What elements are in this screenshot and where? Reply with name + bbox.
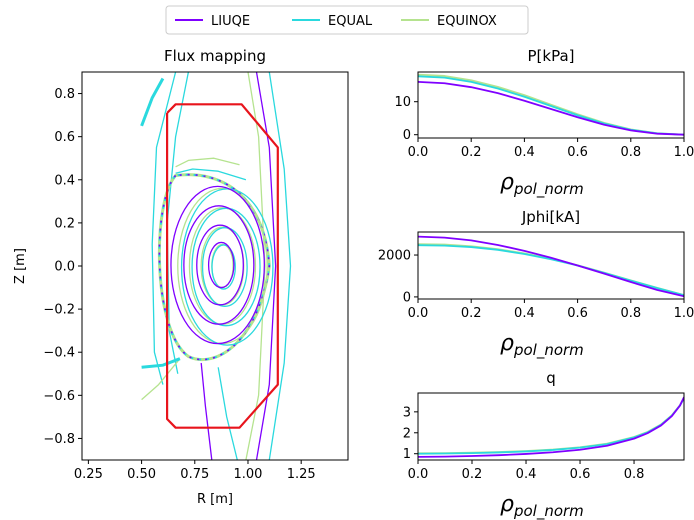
pressure-xlabel-symbol: ρ [500, 170, 514, 195]
pressure-xtick-label: 0.4 [514, 145, 535, 160]
flux-surface-2 [197, 225, 244, 305]
flux-contours [142, 72, 291, 460]
pressure-xtick-label: 1.0 [674, 145, 694, 160]
q-ytick-label: 3 [403, 405, 411, 420]
q-xtick-label: 0.0 [408, 467, 429, 482]
pressure-ytick-label: 0 [403, 128, 411, 143]
q-xtick-label: 0.8 [624, 467, 645, 482]
flux-ytick-label: 0.0 [54, 260, 75, 275]
flux-open-field-line [218, 367, 237, 460]
flux-ytick-label: −0.2 [43, 303, 75, 318]
q-title: q [546, 369, 556, 387]
flux-ytick-label: −0.8 [43, 432, 75, 447]
pressure-xlabel: ρpol_norm [500, 170, 584, 199]
flux-ytick-label: 0.8 [54, 87, 75, 102]
flux-xtick-label: 0.75 [180, 467, 209, 482]
q-xtick-label: 0.6 [570, 467, 591, 482]
jphi-series-equal [418, 245, 684, 295]
jphi-series-equinox [418, 244, 684, 295]
pressure-series-equinox [418, 75, 684, 135]
jphi-xtick-label: 0.0 [408, 306, 429, 321]
q-xtick-label: 0.2 [462, 467, 483, 482]
legend: LIUQE EQUAL EQUINOX [166, 6, 528, 34]
legend-label-equinox: EQUINOX [437, 14, 497, 29]
q-xlabel: ρpol_norm [500, 492, 584, 520]
jphi-xtick-label: 1.0 [674, 306, 694, 321]
q-plot-area [418, 397, 684, 457]
flux-xtick-label: 1.25 [287, 467, 316, 482]
pressure-xtick-label: 0.8 [620, 145, 641, 160]
flux-upper-leg [142, 79, 163, 126]
jphi-title: Jphi[kA] [521, 208, 580, 226]
flux-ytick-label: −0.4 [43, 346, 75, 361]
flux-open-field-line [152, 72, 175, 385]
q-series-liuqe [418, 397, 684, 457]
jphi-xlabel: ρpol_norm [500, 331, 584, 360]
flux-xtick-label: 0.25 [74, 467, 103, 482]
jphi-xtick-label: 0.2 [461, 306, 482, 321]
flux-xtick-label: 0.50 [127, 467, 156, 482]
pressure-series-liuqe [418, 82, 684, 135]
flux-ytick-label: 0.4 [54, 173, 75, 188]
q-ytick-label: 1 [403, 447, 411, 462]
jphi-xtick-label: 0.6 [567, 306, 588, 321]
flux-ytick-label: 0.2 [54, 216, 75, 231]
q-series-equal [418, 398, 684, 453]
flux-title: Flux mapping [164, 47, 266, 65]
flux-ytick-label: 0.6 [54, 130, 75, 145]
flux-surface-4 [182, 189, 273, 345]
pressure-plot-area [418, 75, 684, 135]
pressure-title: P[kPa] [528, 47, 575, 65]
pressure-xtick-label: 0.2 [461, 145, 482, 160]
flux-open-field-line [176, 158, 240, 167]
pressure-panel: P[kPa] 0.0 0.2 0.4 0.6 0.8 1.0 0 10 ρpol_norm [394, 47, 694, 199]
pressure-ticks: 0.0 0.2 0.4 0.6 0.8 1.0 0 10 [394, 95, 694, 160]
jphi-lines [418, 237, 684, 297]
pressure-ytick-label: 10 [394, 95, 411, 110]
pressure-xlabel-subscript: pol_norm [513, 180, 584, 199]
jphi-ytick-label: 0 [403, 290, 411, 305]
jphi-panel: Jphi[kA] 0.0 0.2 0.4 0.6 0.8 1.0 0 2000 ρpol_no… [378, 208, 694, 360]
flux-plot-area [142, 72, 291, 460]
q-panel: q 0.0 0.2 0.4 0.6 0.8 1 2 3 ρpol_norm [403, 369, 684, 520]
jphi-xlabel-symbol: ρ [500, 331, 514, 356]
flux-open-field-line [201, 363, 212, 460]
q-xlabel-subscript: pol_norm [513, 502, 584, 520]
q-xlabel-symbol: ρ [500, 492, 514, 517]
jphi-plot-area [418, 237, 684, 297]
jphi-xtick-label: 0.8 [620, 306, 641, 321]
pressure-lines [418, 75, 684, 135]
jphi-ytick-label: 2000 [378, 249, 411, 264]
q-lines [418, 397, 684, 457]
legend-label-equal: EQUAL [328, 14, 373, 29]
pressure-xtick-label: 0.0 [408, 145, 429, 160]
flux-xtick-label: 1.00 [234, 467, 263, 482]
legend-label-liuqe: LIUQE [211, 14, 250, 29]
flux-ytick-label: −0.6 [43, 389, 75, 404]
flux-axes-frame [82, 72, 348, 460]
jphi-xlabel-subscript: pol_norm [513, 341, 584, 360]
flux-mapping-panel: Flux mapping 0.25 0.50 0.75 1.00 1.25 0.8 0.6 0… [13, 47, 348, 507]
flux-ylabel: Z [m] [13, 248, 28, 284]
pressure-xtick-label: 0.6 [567, 145, 588, 160]
q-series-equinox [418, 398, 684, 453]
flux-xlabel: R [m] [197, 492, 233, 507]
q-xtick-label: 0.4 [516, 467, 537, 482]
jphi-xtick-label: 0.4 [514, 306, 535, 321]
jphi-axes-frame [418, 232, 684, 299]
q-ytick-label: 2 [403, 426, 411, 441]
